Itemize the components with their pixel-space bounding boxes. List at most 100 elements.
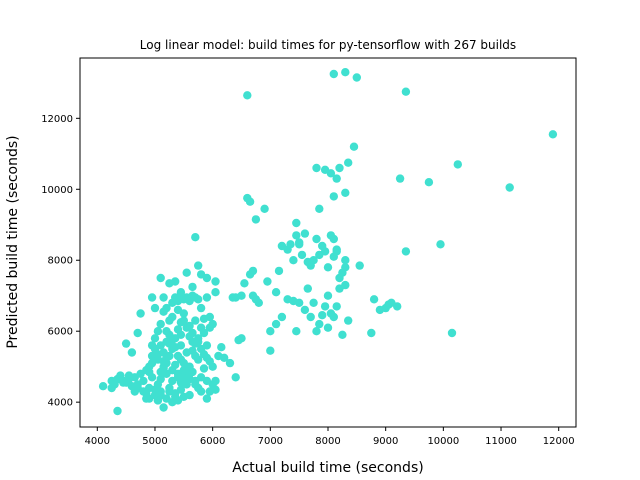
data-point [344,316,353,325]
x-tick-label: 10000 [427,436,459,447]
x-tick-label: 12000 [543,436,575,447]
data-point [150,385,160,394]
data-point [185,390,194,400]
data-point [127,348,137,357]
data-point [393,302,402,311]
data-point [309,298,318,307]
data-point [367,328,376,338]
data-point [292,218,301,228]
data-point [176,385,186,394]
data-point [211,288,220,297]
data-point [263,277,272,286]
data-point [173,325,183,334]
data-point [318,311,327,320]
data-point [289,256,298,265]
data-point [271,319,281,329]
data-point [98,382,108,391]
data-point [211,277,220,286]
data-point [329,234,338,244]
data-point [156,273,165,283]
data-point [194,334,203,343]
data-point [312,163,321,173]
data-point [179,316,188,325]
data-point [191,380,200,389]
data-point [202,341,212,350]
data-point [335,163,344,173]
chart-title: Log linear model: build times for py-ten… [140,38,516,52]
data-point [139,376,148,386]
data-point [266,327,275,336]
data-point [245,197,255,206]
data-point [199,314,209,323]
data-point [136,309,145,318]
data-point [188,282,197,292]
data-point [168,335,177,345]
data-point [196,303,206,313]
data-point [113,406,122,416]
data-point [344,158,353,167]
data-point [375,305,385,315]
data-point [205,323,214,332]
data-point [121,339,131,348]
data-point [202,273,212,283]
data-point [153,350,163,359]
data-point [341,188,350,197]
data-point [228,293,237,302]
data-point [453,160,462,169]
data-point [271,288,281,297]
data-point [130,373,139,382]
data-point [326,169,336,178]
data-point [162,353,171,362]
data-point [447,328,457,338]
data-point [217,343,226,352]
data-point [329,69,338,79]
x-tick-label: 7000 [258,436,283,447]
data-point [153,327,163,336]
data-point [159,362,168,371]
y-tick-label: 4000 [48,398,73,409]
y-axis: 4000 6000 8000 10000 12000 [41,114,80,409]
data-point [159,293,168,302]
data-point [436,240,445,249]
data-point [168,312,177,322]
data-point [300,229,310,238]
data-point [323,323,333,332]
data-point [341,68,350,77]
x-axis-label: Actual build time (seconds) [232,460,423,476]
data-point [326,309,336,318]
data-point [323,291,333,300]
data-point [320,247,330,256]
data-point [332,302,341,311]
data-point [211,376,220,386]
data-point [234,335,243,345]
data-point [315,319,324,329]
data-point [320,302,330,311]
x-tick-label: 4000 [85,436,110,447]
data-point [191,316,200,325]
data-point [179,309,188,318]
data-point [188,346,197,355]
data-point [159,403,168,412]
data-point [156,374,165,384]
x-tick-label: 5000 [142,436,167,447]
data-point [369,295,379,304]
data-point [139,387,148,396]
data-point [306,312,315,322]
data-point [332,247,341,256]
y-tick-label: 8000 [48,256,73,267]
data-point [199,350,209,359]
data-point [384,300,393,309]
data-point [196,387,206,396]
data-point [286,240,295,249]
data-point [251,295,261,304]
points-layer [98,68,558,416]
x-tick-label: 6000 [200,436,225,447]
data-point [168,366,177,375]
data-point [150,303,160,313]
data-point [176,355,186,364]
data-point [341,256,350,265]
x-axis: 4000 5000 6000 7000 8000 9000 10000 11000 12000 [85,427,575,447]
data-point [424,178,434,187]
data-point [147,341,157,350]
data-point [194,295,203,304]
